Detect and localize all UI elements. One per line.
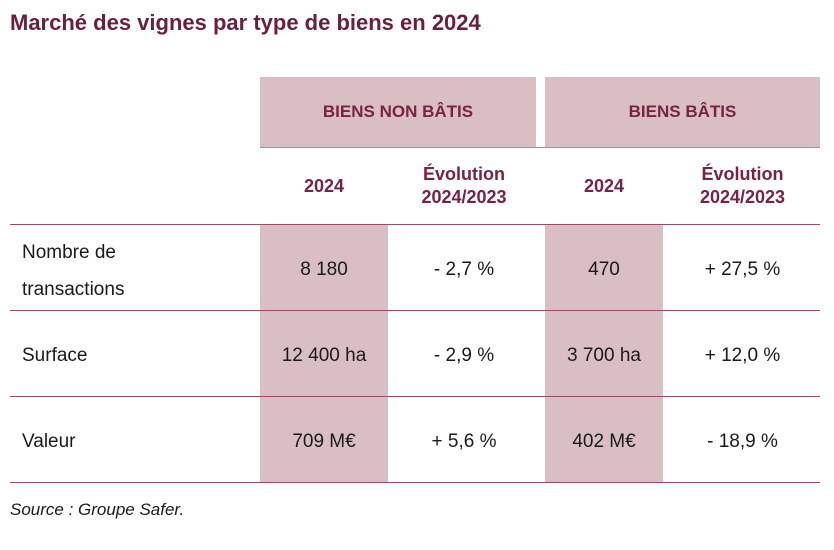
table-cell: 8 180 [300, 258, 348, 280]
row-label-valeur: Valeur [22, 431, 76, 452]
rule-row-3-top [10, 396, 820, 397]
shaded-column-non-bati-2024 [260, 225, 388, 482]
group-header-bati: BIENS BÂTIS [545, 77, 820, 147]
table-cell: + 27,5 % [704, 258, 781, 280]
rule-header-bottom [260, 147, 820, 148]
table-cell: - 18,9 % [707, 430, 778, 452]
table-cell: 709 M€ [292, 430, 356, 452]
rule-table-bottom [10, 482, 820, 483]
table-cell: 402 M€ [572, 430, 636, 452]
rule-row-2-top [10, 310, 820, 311]
rule-row-1-top [10, 224, 820, 225]
page-title: Marché des vignes par type de biens en 2… [10, 10, 481, 35]
table-cell: 470 [588, 258, 620, 280]
column-header-bati-2024: 2024 [583, 175, 625, 196]
table-cell: 3 700 ha [567, 344, 641, 366]
table-cell: + 12,0 % [704, 344, 781, 366]
column-header-non-bati-evolution: Évolution 2024/2023 [421, 164, 507, 207]
column-header-non-bati-2024: 2024 [303, 175, 345, 196]
column-header-bati-evolution: Évolution 2024/2023 [699, 164, 786, 207]
source-note: Source : Groupe Safer. [10, 500, 185, 519]
table-cell: - 2,9 % [433, 344, 495, 366]
table-cell: 12 400 ha [281, 344, 367, 366]
table-cell: - 2,7 % [433, 258, 495, 280]
shaded-column-bati-2024 [545, 225, 663, 482]
row-label-transactions: Nombre de transactions [22, 242, 125, 300]
group-header-non-bati: BIENS NON BÂTIS [260, 77, 536, 147]
row-label-surface: Surface [22, 345, 88, 366]
table-cell: + 5,6 % [431, 430, 497, 452]
